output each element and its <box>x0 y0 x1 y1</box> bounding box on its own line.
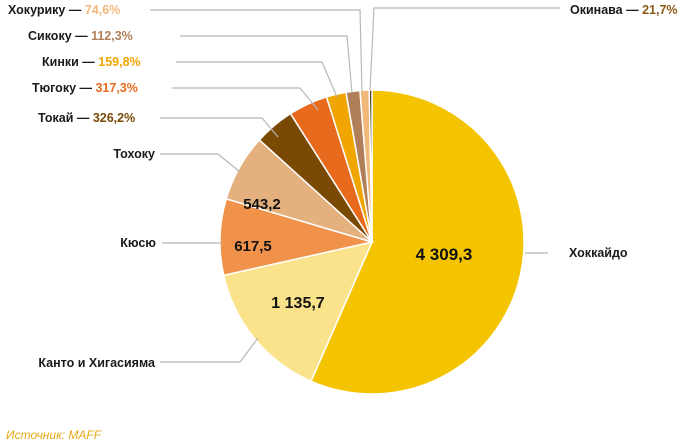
slice-name-8: Хокурику — <box>8 3 85 17</box>
leader-line-5 <box>172 87 319 111</box>
leader-line-6 <box>176 61 338 98</box>
pie-slice-0 <box>310 89 525 395</box>
slice-name-2: Кюсю <box>120 236 156 250</box>
slice-label-7: Сикоку — 112,3% <box>28 29 133 43</box>
leader-line-9 <box>369 7 560 91</box>
slice-name-3: Тохоку <box>113 147 155 161</box>
pie-slice-1 <box>222 240 374 383</box>
slice-label-4: Токай — 326,2% <box>38 111 135 125</box>
slice-value-1: 1 135,7 <box>271 295 324 312</box>
leader-line-8 <box>150 9 363 92</box>
slice-value-7: 112,3% <box>91 29 133 43</box>
source-note: Источник: MAFF <box>6 428 102 442</box>
slice-value-4: 326,2% <box>93 111 135 125</box>
leader-line-7 <box>180 35 353 94</box>
slice-value-8: 74,6% <box>85 3 120 17</box>
slice-label-9: Окинава — 21,7% <box>570 3 678 17</box>
pie-slice-9 <box>368 89 373 243</box>
slice-value-3: 543,2 <box>243 196 281 213</box>
slice-value-5: 317,3% <box>95 81 137 95</box>
slice-value-2: 617,5 <box>234 238 272 255</box>
slice-label-6: Кинки — 159,8% <box>42 55 141 69</box>
slice-label-8: Хокурику — 74,6% <box>8 3 120 17</box>
slice-name-5: Тюгоку — <box>32 81 95 95</box>
slice-name-7: Сикоку — <box>28 29 91 43</box>
leader-line-3 <box>160 153 241 173</box>
slice-value-9: 21,7% <box>642 3 677 17</box>
leader-line-4 <box>160 117 279 138</box>
slice-name-0: Хоккайдо <box>569 246 628 260</box>
slice-name-6: Кинки — <box>42 55 98 69</box>
slice-name-4: Токай — <box>38 111 93 125</box>
leader-line-1 <box>160 337 259 363</box>
slice-name-1: Канто и Хигасияма <box>38 356 156 370</box>
slice-label-5: Тюгоку — 317,3% <box>32 81 138 95</box>
slice-name-9: Окинава — <box>570 3 642 17</box>
slice-value-0: 4 309,3 <box>416 245 473 264</box>
slice-value-6: 159,8% <box>98 55 140 69</box>
